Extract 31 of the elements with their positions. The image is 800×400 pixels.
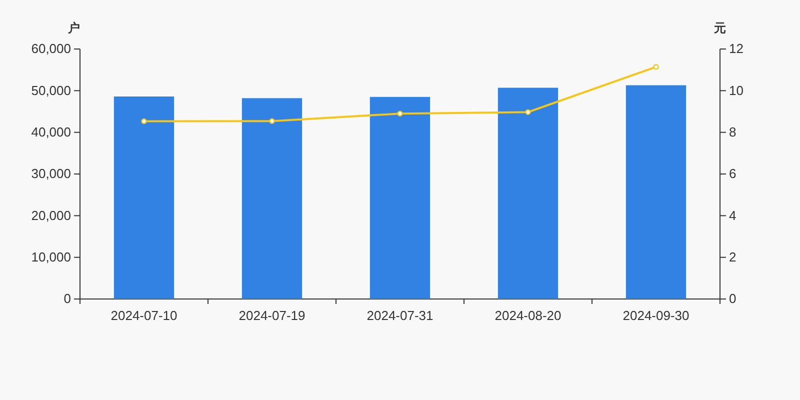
bar — [114, 96, 174, 299]
y2-tick-label: 2 — [729, 249, 736, 264]
y2-tick-label: 4 — [729, 208, 736, 223]
y2-tick-label: 8 — [729, 124, 736, 140]
y-tick-label: 20,000 — [31, 208, 71, 223]
point — [525, 109, 531, 115]
x-tick-label: 2024-07-10 — [110, 308, 178, 324]
x-tick-label: 2024-07-19 — [238, 308, 306, 324]
point — [141, 118, 147, 124]
y-tick-label: 60,000 — [31, 41, 71, 56]
point — [269, 118, 275, 124]
y2-tick-label: 0 — [729, 291, 736, 306]
y2-tick-label: 10 — [729, 82, 744, 98]
y-tick-label: 40,000 — [31, 124, 71, 140]
bar — [498, 88, 558, 299]
y-axis-title: 户 — [67, 21, 80, 35]
bar — [626, 85, 686, 299]
y-tick-label: 0 — [64, 291, 71, 306]
y2-tick-label: 6 — [729, 166, 736, 182]
bar — [370, 96, 430, 299]
y2-tick-label: 12 — [729, 41, 744, 56]
x-tick-label: 2024-08-20 — [494, 308, 562, 324]
bar — [242, 98, 302, 299]
y2-axis-title: 元 — [713, 21, 726, 35]
x-tick-label: 2024-09-30 — [622, 308, 690, 324]
point — [397, 110, 403, 116]
y-tick-label: 30,000 — [31, 166, 71, 182]
y-tick-label: 50,000 — [31, 82, 71, 98]
x-tick-label: 2024-07-31 — [366, 308, 434, 324]
point — [653, 64, 659, 70]
y-tick-label: 10,000 — [31, 249, 71, 264]
